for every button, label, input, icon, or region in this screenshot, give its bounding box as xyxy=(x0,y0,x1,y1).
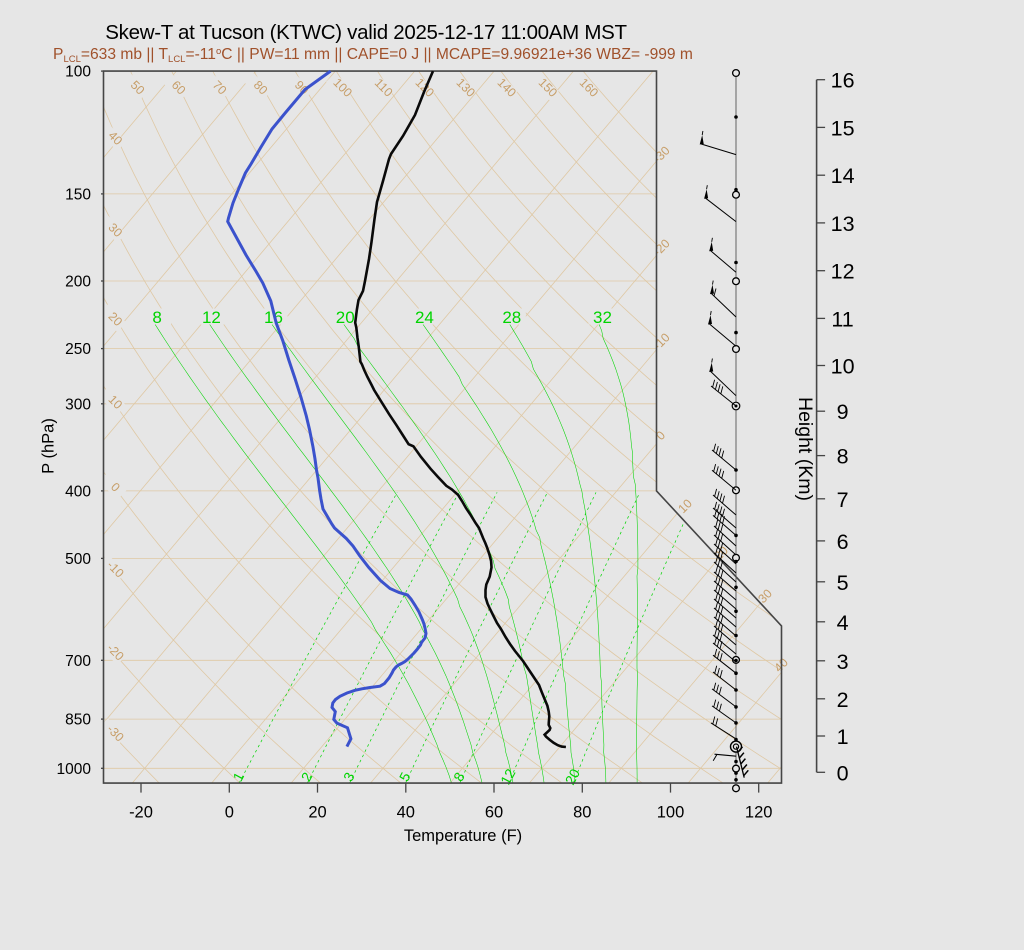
svg-text:Skew-T at Tucson (KTWC) valid: Skew-T at Tucson (KTWC) valid 2025-12-17… xyxy=(105,21,627,44)
svg-text:24: 24 xyxy=(415,308,434,327)
svg-text:1000: 1000 xyxy=(57,761,92,778)
svg-text:60: 60 xyxy=(485,804,503,822)
svg-text:PLCL=633 mb || TLCL=-11oC || P: PLCL=633 mb || TLCL=-11oC || PW=11 mm ||… xyxy=(53,46,693,65)
svg-text:32: 32 xyxy=(593,308,612,327)
svg-text:9: 9 xyxy=(837,400,849,424)
svg-text:150: 150 xyxy=(65,186,91,203)
svg-text:0: 0 xyxy=(837,761,849,785)
svg-text:5: 5 xyxy=(837,571,849,595)
svg-text:200: 200 xyxy=(65,274,91,291)
svg-text:20: 20 xyxy=(562,766,584,787)
svg-text:8: 8 xyxy=(152,308,161,327)
svg-text:12: 12 xyxy=(202,308,221,327)
svg-text:4: 4 xyxy=(837,611,849,635)
svg-text:1: 1 xyxy=(837,725,849,749)
svg-text:120: 120 xyxy=(745,804,773,822)
svg-text:7: 7 xyxy=(837,488,849,512)
svg-text:P (hPa): P (hPa) xyxy=(40,418,58,474)
svg-text:40: 40 xyxy=(397,804,415,822)
svg-text:80: 80 xyxy=(573,804,591,822)
svg-text:16: 16 xyxy=(831,69,855,93)
svg-text:250: 250 xyxy=(65,341,91,358)
svg-text:12: 12 xyxy=(831,260,855,284)
svg-text:10: 10 xyxy=(831,355,855,379)
svg-text:20: 20 xyxy=(308,804,326,822)
svg-text:400: 400 xyxy=(65,483,91,500)
svg-text:14: 14 xyxy=(831,164,855,188)
svg-text:500: 500 xyxy=(65,551,91,568)
svg-text:28: 28 xyxy=(502,308,521,327)
svg-text:0: 0 xyxy=(225,804,234,822)
svg-text:6: 6 xyxy=(837,530,849,554)
svg-text:8: 8 xyxy=(837,445,849,469)
svg-text:300: 300 xyxy=(65,396,91,413)
svg-text:Temperature (F): Temperature (F) xyxy=(404,827,522,845)
svg-text:20: 20 xyxy=(336,308,355,327)
svg-text:100: 100 xyxy=(65,64,91,81)
svg-text:100: 100 xyxy=(657,804,685,822)
svg-text:13: 13 xyxy=(831,212,855,236)
svg-text:11: 11 xyxy=(831,307,853,331)
svg-text:700: 700 xyxy=(65,653,91,670)
svg-text:3: 3 xyxy=(837,650,849,674)
svg-text:850: 850 xyxy=(65,712,91,729)
svg-text:-20: -20 xyxy=(129,804,153,822)
svg-text:2: 2 xyxy=(837,688,849,712)
svg-text:15: 15 xyxy=(831,116,855,140)
svg-text:12: 12 xyxy=(497,766,519,787)
svg-text:Height (Km): Height (Km) xyxy=(794,397,816,501)
